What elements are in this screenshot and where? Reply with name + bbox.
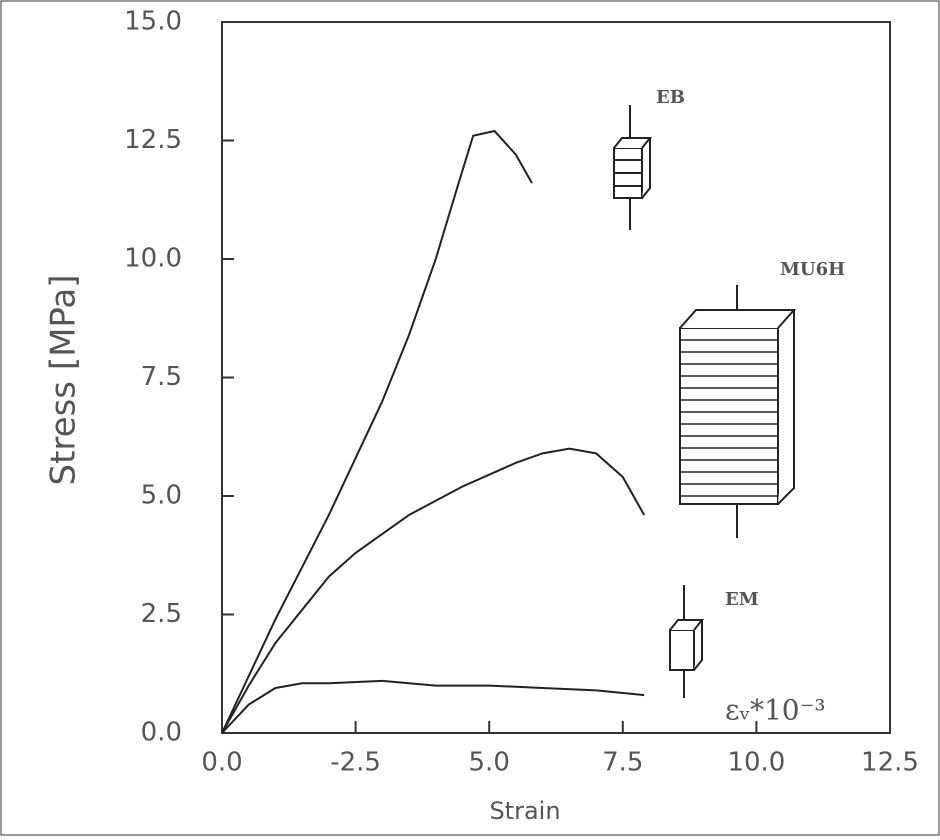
series-label: MU6H [780, 259, 845, 280]
y-tick-label: 15.0 [124, 7, 182, 37]
series-line [221, 447, 646, 734]
y-tick-label: 2.5 [141, 599, 182, 629]
x-tick-label: -2.5 [330, 748, 381, 778]
y-tick-label: 10.0 [124, 244, 182, 274]
x-tick-label: 10.0 [727, 748, 785, 778]
icon-mu6h [679, 285, 797, 538]
y-tick-label: 0.0 [141, 718, 182, 748]
x-tick-label: 0.0 [201, 748, 242, 778]
x-axis-label: Strain [489, 797, 560, 825]
y-tick-label: 12.5 [124, 125, 182, 155]
y-axis-label: Stress [MPa] [44, 275, 84, 486]
annotation: εᵥ*10⁻³ [725, 694, 826, 727]
icon-eb [613, 105, 653, 230]
series-line [221, 129, 533, 734]
series-label: EM [725, 589, 759, 610]
x-tick-label: 5.0 [469, 748, 510, 778]
series-label: EB [656, 87, 685, 108]
x-tick-label: 12.5 [861, 748, 919, 778]
icon-em [669, 585, 705, 698]
y-tick-label: 7.5 [141, 362, 182, 392]
series-line [221, 679, 645, 734]
x-tick-label: 7.5 [602, 748, 643, 778]
y-tick-label: 5.0 [141, 481, 182, 511]
